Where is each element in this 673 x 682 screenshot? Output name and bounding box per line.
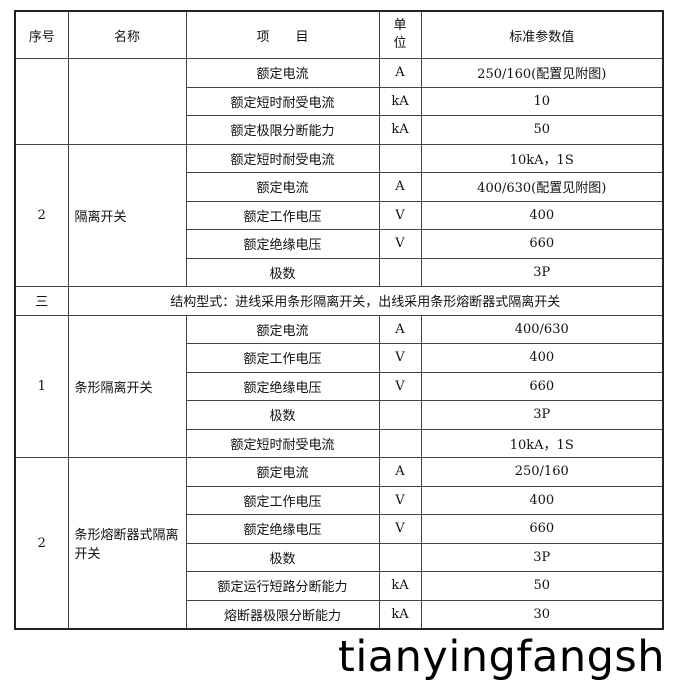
- table-row: 额定电流 A 400/630(配置见附图): [15, 172, 664, 202]
- component-name: 条形隔离开关: [67, 314, 187, 458]
- parameter-name: 额定电流: [185, 314, 380, 344]
- header-row: 序号 名称 项 目 单位 标准参数值: [14, 10, 664, 59]
- parameter-value: 400: [420, 343, 664, 373]
- table-row: 极数 3P: [15, 542, 664, 572]
- header-unit-label: 单位: [393, 18, 407, 51]
- watermark: tianyingfangsh: [338, 632, 666, 682]
- parameter-name: 额定绝缘电压: [185, 371, 380, 401]
- parameter-value: 50: [420, 571, 664, 601]
- parameter-value: 3P: [420, 257, 664, 287]
- parameter-value: 400/630: [420, 314, 664, 344]
- parameter-unit: V: [378, 514, 422, 544]
- header-name: 名称: [67, 10, 187, 59]
- table-row: 额定短时耐受电流 kA 10: [15, 86, 664, 116]
- parameter-unit: V: [378, 343, 422, 373]
- parameter-name: 极数: [185, 400, 380, 430]
- table-body: 额定电流 A 250/160(配置见附图) 额定短时耐受电流 kA 10 额定极限分断能力 k…: [14, 58, 664, 630]
- parameter-unit: [378, 257, 422, 287]
- section-row: 三结构型式：进线采用条形隔离开关，出线采用条形熔断器式隔离开关: [14, 286, 664, 316]
- parameter-unit: [378, 428, 422, 458]
- parameter-name: 额定短时耐受电流: [185, 86, 380, 116]
- row-number: 1: [14, 314, 69, 458]
- parameter-name: 额定短时耐受电流: [185, 143, 380, 173]
- parameter-value: 660: [420, 229, 664, 259]
- table-row: 极数 3P: [15, 400, 664, 430]
- section-number: 三: [14, 286, 69, 316]
- parameter-unit: V: [378, 371, 422, 401]
- parameter-unit: V: [378, 200, 422, 230]
- table-row: 熔断器极限分断能力 kA 30: [15, 599, 664, 630]
- parameter-name: 额定工作电压: [185, 485, 380, 515]
- parameter-value: 30: [420, 599, 664, 630]
- parameter-value: 10kA，1S: [420, 428, 664, 458]
- parameter-name: 额定电流: [185, 58, 380, 88]
- table-row: 极数 3P: [15, 257, 664, 287]
- parameter-name: 额定短时耐受电流: [185, 428, 380, 458]
- parameter-name: 额定电流: [185, 457, 380, 487]
- row-number: 2: [14, 457, 69, 630]
- parameter-unit: kA: [378, 86, 422, 116]
- parameter-name: 额定绝缘电压: [185, 514, 380, 544]
- spec-table: 序号 名称 项 目 单位 标准参数值 额定电流 A 250/160(配置见附图) 额定…: [14, 10, 664, 630]
- parameter-unit: V: [378, 485, 422, 515]
- parameter-unit: [378, 400, 422, 430]
- parameter-unit: kA: [378, 571, 422, 601]
- table-row: 额定运行短路分断能力 kA 50: [15, 571, 664, 601]
- parameter-name: 额定工作电压: [185, 200, 380, 230]
- parameter-value: 3P: [420, 400, 664, 430]
- parameter-unit: [378, 143, 422, 173]
- parameter-value: 660: [420, 371, 664, 401]
- row-number: [14, 58, 69, 145]
- parameter-unit: kA: [378, 115, 422, 145]
- header-value: 标准参数值: [420, 10, 664, 59]
- header-item: 项 目: [185, 10, 380, 59]
- component-name: 隔离开关: [67, 143, 187, 287]
- parameter-value: 10kA，1S: [420, 143, 664, 173]
- parameter-name: 额定极限分断能力: [185, 115, 380, 145]
- table-row: 1 条形隔离开关 额定电流 A 400/630: [14, 314, 664, 458]
- header-no: 序号: [14, 10, 69, 59]
- parameter-unit: A: [378, 457, 422, 487]
- parameter-name: 额定运行短路分断能力: [185, 571, 380, 601]
- parameter-value: 660: [420, 514, 664, 544]
- component-name: [67, 58, 187, 145]
- parameter-name: 极数: [185, 542, 380, 572]
- parameter-unit: kA: [378, 599, 422, 630]
- parameter-name: 额定工作电压: [185, 343, 380, 373]
- table-row: 2 条形熔断器式隔离开关 额定电流 A 250/160: [14, 457, 664, 630]
- parameter-unit: V: [378, 229, 422, 259]
- table-row: 额定电流 A 250/160(配置见附图): [14, 58, 664, 145]
- parameter-unit: A: [378, 58, 422, 88]
- parameter-name: 额定绝缘电压: [185, 229, 380, 259]
- table-row: 额定极限分断能力 kA 50: [15, 115, 664, 145]
- parameter-value: 400: [420, 485, 664, 515]
- parameter-value: 50: [420, 115, 664, 145]
- parameter-value: 250/160: [420, 457, 664, 487]
- parameter-name: 额定电流: [185, 172, 380, 202]
- parameter-unit: A: [378, 172, 422, 202]
- parameter-value: 400: [420, 200, 664, 230]
- header-unit: 单位: [378, 10, 422, 59]
- row-number: 2: [14, 143, 69, 287]
- table-row: 额定绝缘电压 V 660: [15, 371, 664, 401]
- parameter-value: 400/630(配置见附图): [420, 172, 664, 202]
- component-name: 条形熔断器式隔离开关: [67, 457, 187, 630]
- section-description: 结构型式：进线采用条形隔离开关，出线采用条形熔断器式隔离开关: [67, 286, 664, 316]
- parameter-value: 3P: [420, 542, 664, 572]
- table-row: 2 隔离开关 额定短时耐受电流 10kA，1S: [14, 143, 664, 287]
- parameter-unit: [378, 542, 422, 572]
- parameter-value: 10: [420, 86, 664, 116]
- parameter-name: 极数: [185, 257, 380, 287]
- parameter-name: 熔断器极限分断能力: [185, 599, 380, 630]
- parameter-unit: A: [378, 314, 422, 344]
- parameter-value: 250/160(配置见附图): [420, 58, 664, 88]
